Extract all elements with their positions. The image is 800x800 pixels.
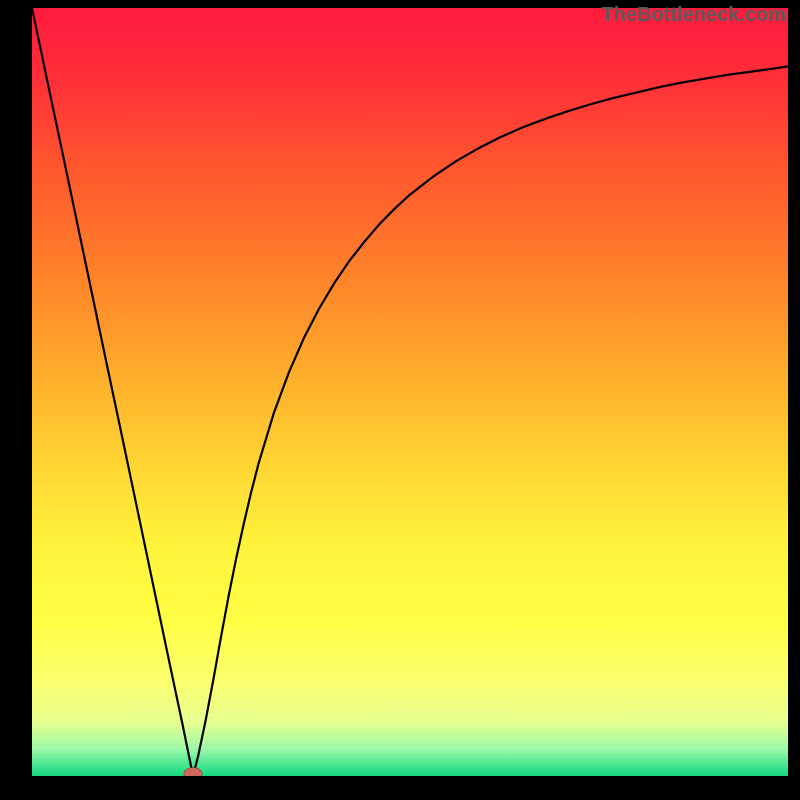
plot-area bbox=[32, 8, 788, 776]
watermark-text: TheBottleneck.com bbox=[602, 4, 786, 27]
chart-svg bbox=[32, 8, 788, 776]
chart-container: TheBottleneck.com bbox=[0, 0, 800, 800]
gradient-background bbox=[32, 8, 788, 776]
